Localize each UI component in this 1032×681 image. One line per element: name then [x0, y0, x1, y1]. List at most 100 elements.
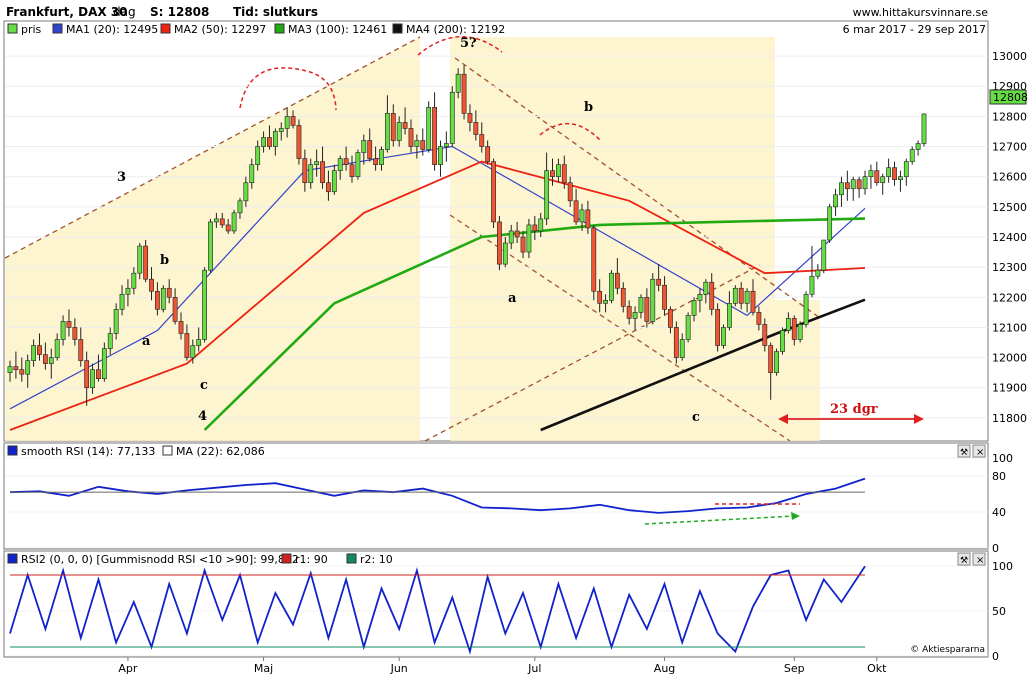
x-axis: Apr Maj Jun Jul Aug Sep Okt [118, 657, 887, 675]
x-tick-label: Maj [254, 662, 273, 675]
legend-ma1-swatch [52, 23, 63, 34]
right-channel-upper [454, 57, 821, 319]
close-icon: × [976, 555, 984, 566]
site-label: www.hittakursvinnare.se [853, 6, 989, 19]
wave-label-b-right: b [584, 100, 593, 115]
candle-body [267, 137, 272, 147]
candle-body [850, 179, 856, 190]
rsi2-legend-label: RSI2 (0, 0, 0) [Gummisnodd RSI <10 >90]:… [21, 553, 299, 566]
candle-body [172, 296, 178, 322]
candle-body [821, 239, 827, 271]
candle-body [803, 293, 809, 325]
x-tick-label: Aug [654, 662, 675, 675]
candle-body [738, 287, 744, 304]
candle-body [573, 200, 579, 223]
x-tick-label: Apr [118, 662, 138, 675]
candle-body [72, 327, 78, 340]
candle-body [774, 351, 779, 373]
candle-body [296, 125, 302, 159]
legend-ma1: MA1 (20): 12495 [66, 23, 158, 36]
candle-body [750, 290, 756, 313]
candle-body [243, 182, 249, 202]
top-arc-1 [239, 67, 337, 111]
candle-body [261, 137, 266, 147]
candle-body [42, 354, 48, 364]
candle-body [768, 345, 774, 373]
wave-label-c-right: c [692, 410, 700, 425]
rsi2-legend: RSI2 (0, 0, 0) [Gummisnodd RSI <10 >90]:… [7, 553, 985, 655]
candle-body [797, 324, 803, 340]
last-price-text: 12808 [993, 91, 1028, 104]
candle-body [184, 333, 190, 358]
rsi-legend-label: smooth RSI (14): 77,133 [21, 445, 155, 458]
candle-body [632, 312, 638, 319]
candle-body [644, 296, 650, 322]
y-tick-label: 12300 [992, 261, 1027, 274]
candle-body [390, 113, 396, 141]
candle-body [461, 73, 467, 114]
legend-ma4-swatch [392, 23, 403, 34]
candle-body [791, 318, 797, 340]
candle-body [160, 287, 166, 310]
candle-body [656, 278, 662, 286]
candle-body [54, 339, 60, 358]
y-tick-label: 100 [992, 560, 1013, 573]
candle-body [84, 360, 90, 389]
legend-bar: pris MA1 (20): 12495 MA2 (50): 12297 MA3… [5, 22, 987, 36]
wave-label-4: 4 [198, 409, 207, 424]
y-tick-label: 0 [992, 650, 999, 663]
x-tick-label: Sep [784, 662, 805, 675]
candle-body [898, 176, 903, 181]
candle-body [231, 212, 237, 232]
rsi2-settings-button[interactable] [957, 552, 971, 566]
candle-body [561, 164, 567, 184]
candle-body [37, 345, 42, 355]
legend-ma4: MA4 (200): 12192 [406, 23, 505, 36]
days-arrow-right-head [914, 414, 924, 424]
candle-body [284, 116, 290, 129]
rsi-legend: smooth RSI (14): 77,133 MA (22): 62,086 [7, 445, 265, 458]
candle-body [414, 140, 420, 147]
candle-body [874, 170, 880, 184]
y-tick-label: 50 [992, 605, 1006, 618]
candle-body [703, 281, 709, 295]
candle-body [520, 236, 526, 253]
rsi2-legend-swatch [7, 553, 18, 564]
candle-body [249, 164, 255, 184]
candle-body [449, 91, 455, 144]
top-arc-2 [417, 36, 503, 56]
header: Frankfurt, DAX 30 dag S: 12808 Tid: slut… [6, 5, 988, 19]
rsi-close-button[interactable] [972, 444, 986, 458]
candle-body [225, 224, 231, 232]
y-tick-label: 12400 [992, 231, 1027, 244]
days-label: 23 dgr [830, 402, 878, 417]
candle-body [785, 318, 791, 331]
y-tick-label: 12100 [992, 321, 1027, 334]
candle-body [455, 73, 461, 93]
r1-legend-swatch [281, 553, 292, 564]
rsi2-close-button[interactable] [972, 552, 986, 566]
legend-ma2: MA2 (50): 12297 [174, 23, 266, 36]
rsi-settings-button[interactable] [957, 444, 971, 458]
left-channel-upper [4, 36, 421, 259]
candle-body [614, 272, 620, 289]
candle-body [208, 221, 213, 271]
x-tick-label: Jun [390, 662, 408, 675]
wave-label-c-left: c [200, 378, 208, 393]
candle-body [732, 287, 738, 304]
candle-body [60, 321, 66, 340]
days-arrow-left-head [778, 414, 788, 424]
y-tick-label: 13000 [992, 50, 1027, 63]
candle-body [420, 140, 426, 150]
candle-body [762, 324, 768, 346]
candle-body [532, 224, 538, 232]
last-value-label: S: 12808 [150, 5, 209, 19]
candle-body [880, 176, 886, 184]
candle-body [827, 206, 833, 241]
candles [7, 65, 927, 406]
candle-body [862, 176, 868, 190]
candle-body [620, 287, 626, 307]
candle-body [379, 149, 384, 165]
y-tick-label: 0 [992, 542, 999, 555]
